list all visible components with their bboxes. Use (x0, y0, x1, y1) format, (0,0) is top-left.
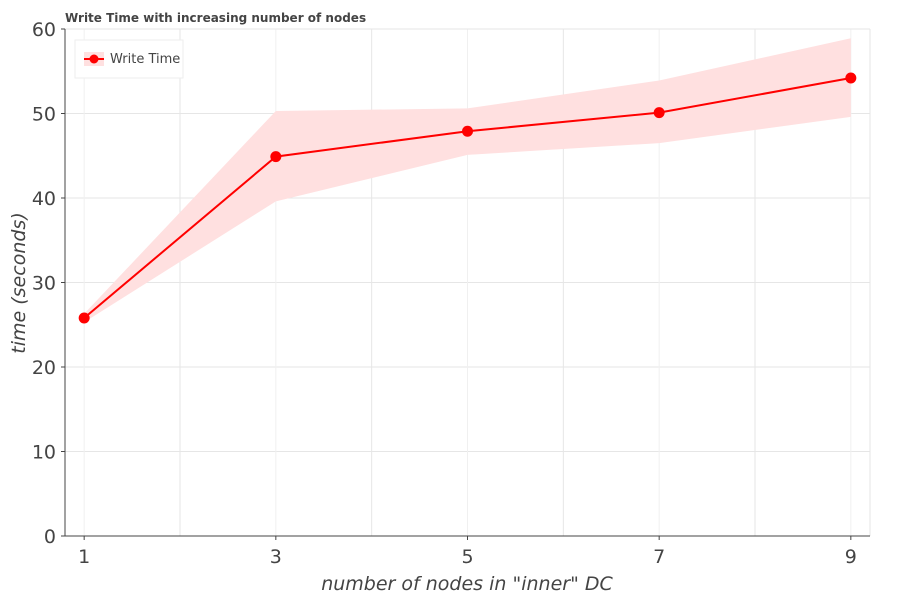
y-tick-label: 60 (32, 19, 56, 41)
data-point-layer (78, 72, 857, 324)
y-tick-label: 50 (32, 104, 56, 126)
y-tick-label: 30 (32, 273, 56, 295)
legend-label: Write Time (110, 52, 180, 67)
data-point (653, 107, 665, 119)
y-axis-label: time (seconds) (8, 212, 30, 353)
y-tick-label: 40 (32, 188, 56, 210)
legend: Write Time (74, 39, 184, 79)
data-point (462, 125, 473, 137)
x-axis-label: number of nodes in "inner" DC (321, 573, 613, 595)
axes: 0 10 20 30 40 50 60 1 3 5 7 9 (32, 19, 870, 568)
legend-marker (89, 54, 99, 64)
data-point (270, 151, 282, 163)
x-tick-label: 7 (653, 546, 665, 568)
data-point (78, 312, 90, 324)
data-point (845, 72, 857, 84)
x-tick-label: 5 (461, 546, 473, 568)
x-tick-label: 3 (270, 546, 282, 568)
chart-title: Write Time with increasing number of nod… (65, 11, 366, 25)
y-tick-label: 10 (32, 442, 56, 464)
x-tick-label: 9 (845, 546, 857, 568)
x-tick-label: 1 (78, 546, 90, 568)
y-tick-label: 0 (44, 526, 56, 548)
y-tick-label: 20 (32, 357, 56, 379)
